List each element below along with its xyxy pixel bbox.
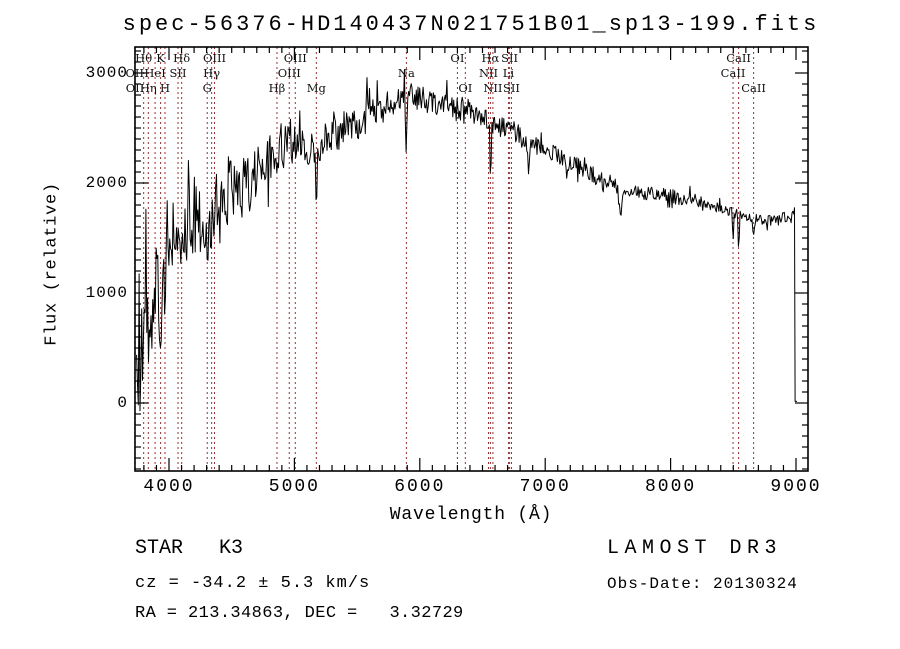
survey-release-text: LAMOST DR3 — [607, 537, 783, 560]
line-marker-label: Hη — [139, 81, 157, 95]
line-marker-label: NII — [478, 66, 499, 80]
line-marker-label: OII — [125, 66, 145, 80]
spectrum-trace — [136, 69, 797, 412]
line-marker-label: OIII — [202, 51, 227, 65]
classification-text: STAR K3 — [135, 537, 244, 560]
line-marker-label: H — [159, 81, 170, 95]
x-tick-label: 7000 — [519, 477, 571, 497]
line-marker-label: NII — [483, 81, 503, 95]
y-tick-label: 2000 — [85, 174, 128, 192]
x-tick-label: 9000 — [770, 477, 822, 497]
line-marker-label: OI — [450, 51, 465, 65]
x-axis-label: Wavelength (Å) — [389, 505, 553, 525]
line-marker-label: SII — [169, 66, 187, 80]
y-tick-label: 3000 — [85, 64, 128, 82]
line-marker-label: K — [156, 51, 165, 65]
line-marker-label: SII — [502, 81, 520, 95]
plot-frame — [134, 46, 809, 472]
line-marker-label: SII — [501, 51, 519, 65]
line-marker-label: Li — [502, 66, 515, 80]
line-marker-label: OI — [458, 81, 473, 95]
line-marker-label: OIII — [277, 66, 301, 80]
y-tick-label: 0 — [117, 394, 128, 412]
line-marker-label: Mg — [306, 81, 326, 95]
line-marker-label: Hδ — [173, 51, 191, 65]
line-marker-label: Hγ — [203, 66, 221, 80]
line-marker-label: Na — [397, 66, 415, 80]
line-marker-label: Hα — [481, 51, 500, 65]
line-marker-label: G — [202, 81, 212, 95]
x-tick-label: 8000 — [644, 477, 697, 497]
x-tick-label: 6000 — [394, 477, 446, 497]
line-marker-label: OII — [125, 81, 145, 95]
line-marker-label: OIII — [283, 51, 307, 65]
line-marker-label: Hθ — [135, 51, 153, 65]
plot-title: spec-56376-HD140437N021751B01_sp13-199.f… — [122, 12, 820, 37]
line-marker-label: CaII — [720, 66, 746, 80]
line-marker-label: CaII — [726, 51, 751, 65]
x-tick-label: 4000 — [143, 477, 195, 497]
obs-date-text: Obs-Date: 20130324 — [607, 575, 798, 593]
coordinates-text: RA = 213.34863, DEC = 3.32729 — [135, 604, 464, 623]
y-tick-label: 1000 — [85, 284, 128, 302]
radial-velocity-text: cz = -34.2 ± 5.3 km/s — [135, 574, 371, 593]
line-marker-label: CaII — [741, 81, 766, 95]
y-axis-label: Flux (relative) — [42, 182, 62, 346]
x-tick-label: 5000 — [268, 477, 320, 497]
line-marker-label: HeI — [144, 66, 166, 80]
line-marker-label: Hβ — [268, 81, 286, 95]
